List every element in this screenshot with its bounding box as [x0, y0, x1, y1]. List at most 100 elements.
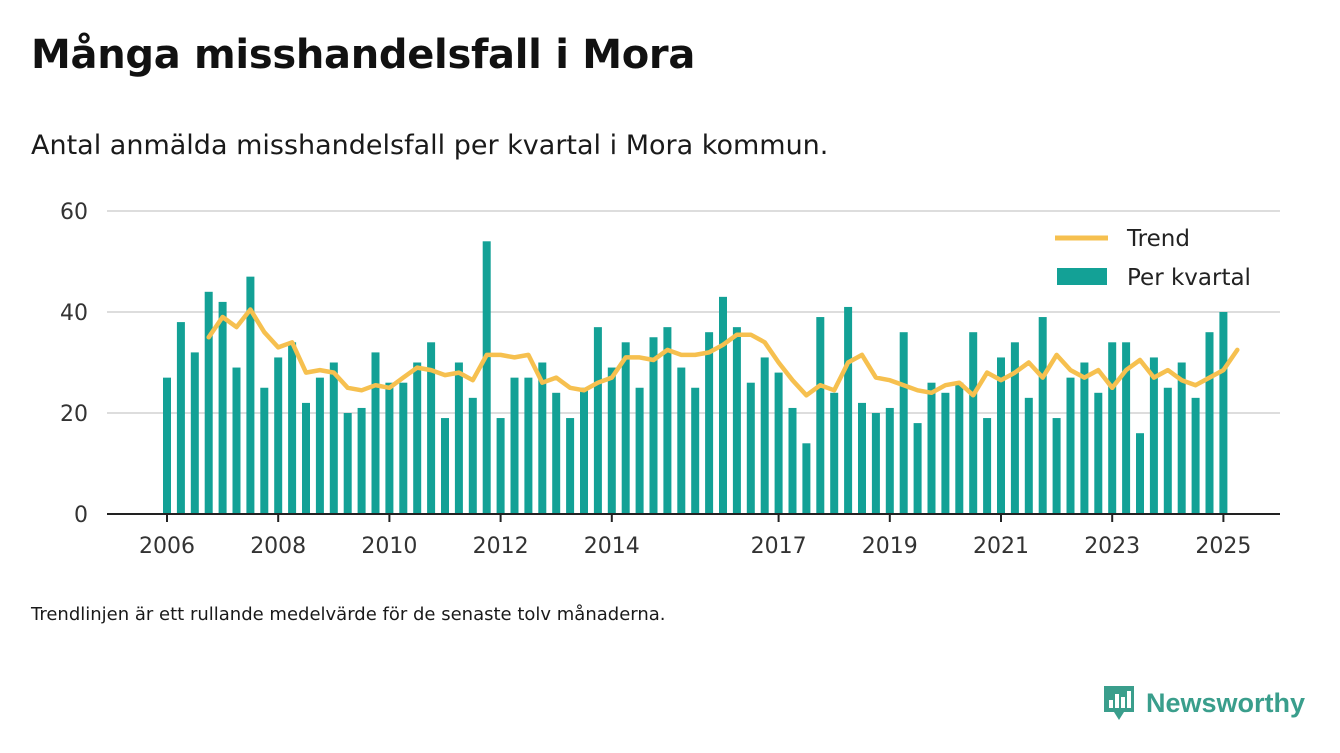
- bar: [732, 327, 741, 514]
- y-tick-label: 40: [60, 301, 88, 326]
- bar: [357, 407, 366, 514]
- x-tick-label: 2010: [361, 534, 417, 559]
- x-tick-label: 2012: [473, 534, 529, 559]
- bar: [844, 306, 853, 514]
- legend-bar-swatch: [1057, 268, 1107, 285]
- legend-trend-label: Trend: [1126, 226, 1190, 252]
- chart-svg: 0 20 40 60 2006 2008 2010 2012 2014 2017 2019 2021 2…: [60, 200, 1280, 559]
- trend-line: [206, 307, 1240, 398]
- bar: [371, 352, 380, 514]
- bar: [482, 241, 491, 515]
- bar: [302, 402, 310, 514]
- bar: [1052, 418, 1061, 514]
- x-tick-label: 2023: [1084, 534, 1140, 559]
- bar: [899, 332, 908, 514]
- chart-title: Många misshandelsfall i Mora: [31, 32, 696, 78]
- bar: [885, 407, 894, 514]
- bar: [176, 322, 185, 514]
- bar: [232, 367, 241, 514]
- bar: [1094, 392, 1103, 514]
- bar: [538, 362, 547, 514]
- bar: [1191, 397, 1200, 514]
- bar: [1024, 397, 1033, 514]
- bar: [288, 342, 297, 514]
- bar: [580, 387, 588, 514]
- bar-series: [163, 241, 1228, 515]
- bar: [329, 362, 338, 514]
- bar: [788, 407, 797, 514]
- bar: [1038, 317, 1047, 514]
- bar: [871, 413, 880, 514]
- bar: [746, 382, 755, 514]
- bar: [607, 367, 616, 514]
- bar: [1066, 377, 1075, 514]
- x-tick-label: 2017: [751, 534, 807, 559]
- bar: [218, 301, 227, 514]
- footnote: Trendlinjen är ett rullande medelvärde f…: [31, 604, 666, 625]
- bar: [260, 387, 269, 514]
- bar: [705, 332, 714, 514]
- bar: [635, 387, 644, 514]
- bar: [830, 392, 839, 514]
- bar: [649, 337, 658, 514]
- y-tick-label: 0: [74, 503, 88, 528]
- bar: [1205, 332, 1214, 514]
- bar: [621, 342, 630, 514]
- bar: [1010, 342, 1019, 514]
- newsworthy-logo: Newsworthy: [1102, 684, 1305, 722]
- bar: [593, 327, 602, 514]
- bar: [1149, 357, 1158, 514]
- bar: [441, 418, 449, 514]
- bar: [524, 377, 533, 514]
- newsworthy-logo-icon: [1104, 686, 1134, 720]
- bar: [566, 418, 575, 514]
- x-tick-label: 2006: [139, 534, 195, 559]
- bar: [315, 377, 324, 514]
- x-tick-label: 2014: [584, 534, 640, 559]
- bar: [454, 362, 463, 514]
- bar: [552, 392, 561, 514]
- bar: [774, 372, 783, 514]
- bar: [663, 327, 672, 514]
- bar: [510, 377, 519, 514]
- bar: [719, 296, 727, 514]
- bar: [802, 443, 811, 514]
- trend-series: [206, 307, 1240, 398]
- gridlines: [107, 210, 1280, 414]
- bar: [1136, 433, 1144, 514]
- bar: [246, 276, 255, 514]
- bar: [1219, 312, 1228, 514]
- bar: [1177, 362, 1186, 514]
- bar: [399, 382, 408, 514]
- x-tick-label: 2008: [250, 534, 306, 559]
- bar: [1163, 387, 1172, 514]
- axes: 0 20 40 60 2006 2008 2010 2012 2014 2017 2019 2021 2…: [60, 200, 1280, 559]
- bar: [941, 392, 950, 514]
- bar: [760, 357, 769, 514]
- bar: [677, 367, 686, 514]
- bar: [858, 402, 866, 514]
- bar: [163, 377, 171, 514]
- bar: [427, 342, 436, 514]
- bar: [343, 413, 352, 514]
- bar: [983, 418, 992, 514]
- bar: [274, 357, 283, 514]
- legend: Trend Per kvartal: [1055, 226, 1251, 291]
- bar: [204, 291, 213, 514]
- x-tick-label: 2019: [862, 534, 918, 559]
- x-tick-label: 2021: [973, 534, 1029, 559]
- y-tick-label: 60: [60, 200, 88, 225]
- bar: [190, 352, 199, 514]
- bar: [1108, 342, 1117, 514]
- bar: [997, 357, 1005, 514]
- bar: [691, 387, 700, 514]
- newsworthy-logo-text: Newsworthy: [1146, 687, 1306, 718]
- bar: [913, 423, 922, 514]
- legend-bar-label: Per kvartal: [1127, 265, 1251, 291]
- bar: [496, 418, 505, 514]
- y-tick-label: 20: [60, 402, 88, 427]
- bar: [385, 382, 394, 514]
- bar: [969, 332, 978, 514]
- bar: [1122, 342, 1131, 514]
- bar: [927, 382, 936, 514]
